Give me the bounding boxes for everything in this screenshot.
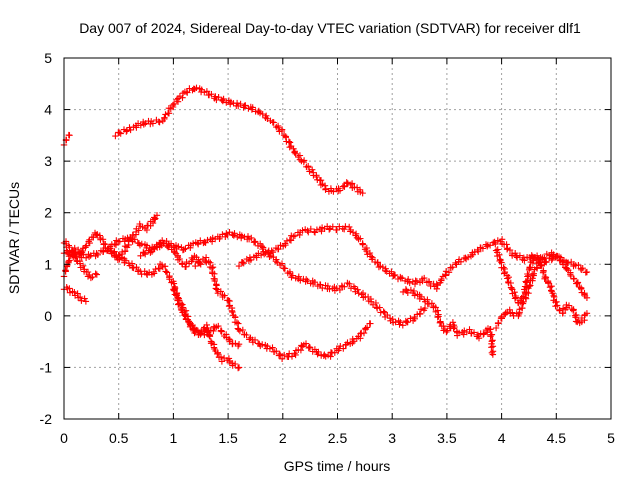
x-tick-label: 3 <box>388 430 396 446</box>
y-tick-label: 3 <box>44 153 52 169</box>
grid <box>64 58 611 419</box>
y-tick-label: 5 <box>44 50 52 66</box>
y-tick-label: -2 <box>40 411 53 427</box>
data-markers <box>60 284 90 305</box>
data-markers <box>192 254 374 362</box>
x-tick-label: 3.5 <box>437 430 457 446</box>
series-sat-j <box>192 254 374 362</box>
data-markers <box>170 284 243 372</box>
x-tick-label: 2.5 <box>328 430 348 446</box>
series-sat-n <box>492 246 591 327</box>
data-markers <box>399 286 497 358</box>
series-sat-a <box>60 131 73 149</box>
x-tick-label: 4 <box>498 430 506 446</box>
y-tick-label: 2 <box>44 205 52 221</box>
y-axis-label: SDTVAR / TECUs <box>6 182 22 294</box>
x-tick-label: 1 <box>170 430 178 446</box>
series-sat-l <box>399 286 497 358</box>
data-points <box>60 84 591 372</box>
y-tick-label: -1 <box>40 359 53 375</box>
y-tick-label: 1 <box>44 256 52 272</box>
series-sat-d <box>60 238 101 282</box>
x-axis-label: GPS time / hours <box>284 458 391 474</box>
x-tick-label: 1.5 <box>218 430 238 446</box>
chart-title: Day 007 of 2024, Sidereal Day-to-day VTE… <box>79 20 581 36</box>
x-tick-label: 4.5 <box>547 430 567 446</box>
x-tick-label: 0 <box>60 430 68 446</box>
data-markers <box>60 238 101 282</box>
data-markers <box>492 246 591 327</box>
y-tick-label: 4 <box>44 102 52 118</box>
series-sat-k <box>235 223 591 292</box>
data-markers <box>60 131 73 149</box>
data-markers <box>112 84 366 197</box>
series-sat-b <box>112 84 366 197</box>
y-tick-label: 0 <box>44 308 52 324</box>
series-sat-c <box>60 284 90 305</box>
x-tick-label: 0.5 <box>109 430 129 446</box>
axis-ticks: 0 0.5 1 1.5 2 2.5 3 3.5 4 4.5 5 -2 -1 0 1 2 3 4 5 <box>40 50 616 446</box>
x-tick-label: 2 <box>279 430 287 446</box>
data-markers <box>235 223 591 292</box>
series-sat-i <box>170 284 243 372</box>
x-tick-label: 5 <box>607 430 615 446</box>
